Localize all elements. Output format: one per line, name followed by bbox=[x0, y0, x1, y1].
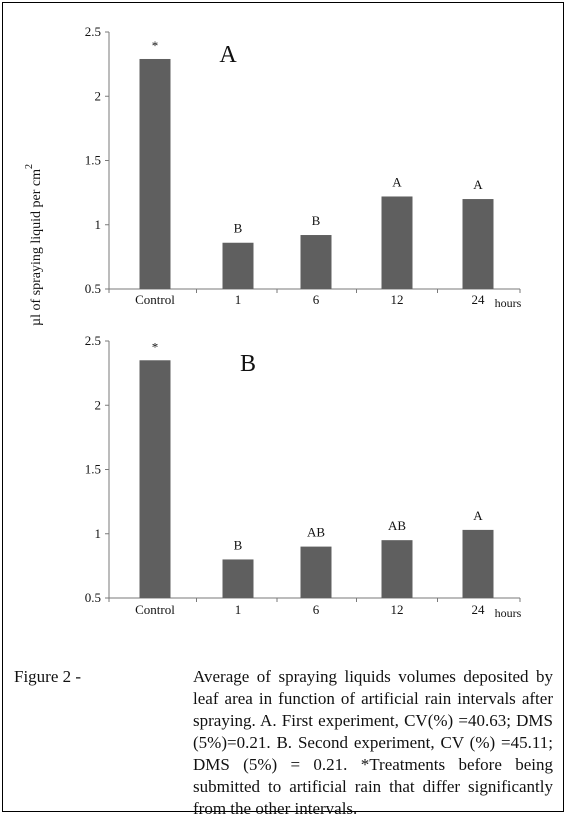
panel-letter: A bbox=[219, 42, 237, 68]
y-axis-label-superscript: 2 bbox=[24, 164, 35, 169]
chart-panel-a: 0.5 1 1.5 2 2.5 * Control B 1 B 6 A 12 A 24 hours A bbox=[85, 24, 522, 310]
bar-data-label: * bbox=[152, 339, 159, 354]
y-axis-label: µl of spraying liquid per cm2 bbox=[24, 164, 44, 326]
y-tick-label: 1.5 bbox=[85, 462, 101, 477]
bar-data-label: AB bbox=[307, 525, 325, 540]
x-category-label: 6 bbox=[313, 292, 320, 307]
bar-data-label: AB bbox=[388, 518, 406, 533]
bar-data-label: * bbox=[152, 38, 159, 53]
bar bbox=[222, 242, 254, 289]
bar bbox=[381, 540, 413, 598]
caption-text: Average of spraying liquids volumes depo… bbox=[193, 667, 553, 818]
x-category-label: 1 bbox=[235, 292, 242, 307]
bar bbox=[462, 529, 494, 598]
bar-data-label: B bbox=[234, 537, 243, 552]
bar bbox=[462, 199, 494, 289]
caption-prefix: Figure 2 - bbox=[14, 667, 82, 686]
bar-data-label: B bbox=[312, 213, 321, 228]
x-category-label: 6 bbox=[313, 602, 320, 617]
figure-frame bbox=[2, 2, 564, 812]
y-tick-label: 2.5 bbox=[85, 333, 101, 348]
bar bbox=[381, 196, 413, 289]
bar-data-label: A bbox=[392, 174, 402, 189]
bar bbox=[139, 360, 171, 598]
y-tick-label: 1.5 bbox=[85, 153, 101, 168]
bar bbox=[300, 235, 332, 289]
x-category-label: 24 bbox=[472, 292, 486, 307]
x-category-label: 12 bbox=[391, 602, 404, 617]
y-tick-label: 0.5 bbox=[85, 281, 101, 296]
bar-data-label: A bbox=[473, 177, 483, 192]
bar bbox=[300, 546, 332, 598]
y-axis-label-text: µl of spraying liquid per cm bbox=[29, 169, 44, 326]
x-category-label: 12 bbox=[391, 292, 404, 307]
y-tick-label: 0.5 bbox=[85, 590, 101, 605]
x-category-label: Control bbox=[135, 602, 175, 617]
y-tick-label: 2 bbox=[95, 88, 102, 103]
bar-data-label: B bbox=[234, 221, 243, 236]
x-unit-label: hours bbox=[495, 606, 522, 620]
bar-data-label: A bbox=[473, 508, 483, 523]
x-category-label: Control bbox=[135, 292, 175, 307]
bar bbox=[222, 559, 254, 598]
x-unit-label: hours bbox=[495, 296, 522, 310]
y-tick-label: 2 bbox=[95, 397, 102, 412]
chart-panel-b: 0.5 1 1.5 2 2.5 * Control B 1 AB 6 AB 12 A 24 hours B bbox=[85, 333, 522, 620]
panel-letter: B bbox=[240, 351, 256, 377]
y-tick-label: 2.5 bbox=[85, 24, 101, 39]
x-category-label: 1 bbox=[235, 602, 242, 617]
y-tick-label: 1 bbox=[95, 217, 102, 232]
x-category-label: 24 bbox=[472, 602, 486, 617]
y-tick-label: 1 bbox=[95, 526, 102, 541]
bar bbox=[139, 58, 171, 289]
